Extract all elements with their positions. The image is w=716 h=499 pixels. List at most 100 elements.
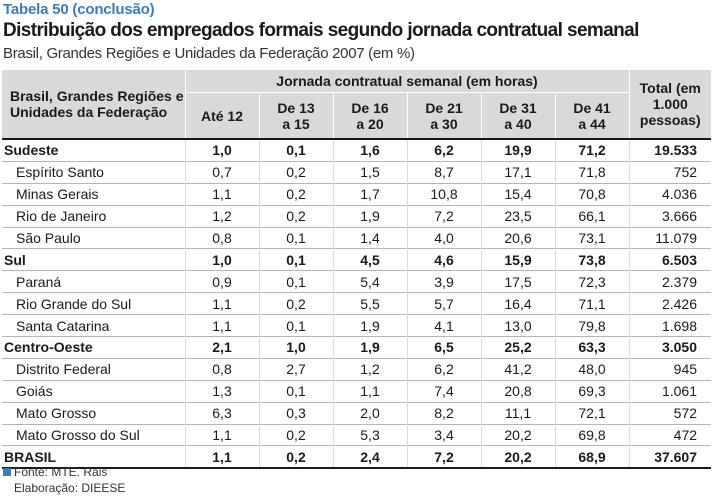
cell-value: 5,4	[332, 270, 407, 293]
column-header-line2: a 15	[282, 115, 310, 132]
table-row: São Paulo 0,8 0,1 1,4 4,0 20,6 73,1 11.079	[2, 226, 712, 249]
column-header-line1: Até 12	[200, 107, 244, 124]
cell-value: 2,4	[332, 445, 407, 470]
cell-value: 72,1	[554, 401, 630, 425]
row-label: Sul	[2, 248, 185, 271]
column-header: De 31 a 40	[480, 92, 555, 139]
cell-value: 4,5	[332, 248, 407, 271]
cell-value: 0,1	[258, 137, 333, 162]
stub-header: Brasil, Grandes Regiões e Unidades da Fe…	[2, 70, 185, 139]
cell-value: 1,1	[184, 423, 259, 446]
cell-value: 73,1	[554, 226, 630, 249]
cell-value: 0,2	[258, 445, 333, 470]
cell-value: 16,4	[480, 292, 555, 315]
cell-value: 71,8	[554, 160, 630, 184]
cell-value: 1,4	[332, 226, 407, 249]
cell-value: 73,8	[554, 248, 630, 271]
column-header-line1: De 41	[573, 99, 611, 116]
cell-value: 0,2	[258, 160, 333, 184]
row-label: Mato Grosso	[2, 401, 185, 425]
table-body: Sudeste 1,0 0,1 1,6 6,2 19,9 71,2 19.533 Espírit…	[2, 137, 712, 470]
table-row: Rio de Janeiro 1,2 0,2 1,9 7,2 23,5 66,1 3.666	[2, 204, 712, 228]
total-header-line1: Total (em	[639, 80, 701, 96]
cell-total: 472	[628, 423, 712, 446]
table-row: Minas Gerais 1,1 0,2 1,7 10,8 15,4 70,8 4.036	[2, 182, 712, 206]
cell-value: 0,1	[258, 314, 333, 337]
row-label: Minas Gerais	[2, 182, 185, 206]
cell-total: 3.050	[628, 336, 712, 359]
cell-value: 19,9	[480, 137, 555, 162]
cell-value: 41,2	[480, 357, 555, 381]
cell-value: 0,2	[258, 292, 333, 315]
stub-header-line1: Brasil, Grandes Regiões e	[10, 88, 184, 104]
cell-value: 48,0	[554, 357, 630, 381]
cell-value: 69,8	[554, 423, 630, 446]
column-header-line2: a 20	[356, 115, 384, 132]
cell-value: 2,0	[332, 401, 407, 425]
cell-value: 4,6	[406, 248, 481, 271]
cell-value: 8,2	[406, 401, 481, 425]
cell-value: 1,9	[332, 314, 407, 337]
cell-value: 20,6	[480, 226, 555, 249]
column-header: De 13 a 15	[258, 92, 333, 139]
row-label: Mato Grosso do Sul	[2, 423, 185, 446]
cell-value: 5,7	[406, 292, 481, 315]
cell-total: 572	[628, 401, 712, 425]
table-row: Espírito Santo 0,7 0,2 1,5 8,7 17,1 71,8 752	[2, 160, 712, 184]
cell-value: 1,0	[184, 137, 259, 162]
table-label: Tabela 50 (conclusão)	[3, 1, 155, 18]
table-row: Rio Grande do Sul 1,1 0,2 5,5 5,7 16,4 71,1 2.4…	[2, 292, 712, 315]
cell-value: 1,6	[332, 137, 407, 162]
cell-total: 37.607	[628, 445, 712, 470]
total-header-line3: pessoas)	[639, 112, 701, 128]
cell-value: 1,1	[184, 292, 259, 315]
cell-value: 1,2	[184, 204, 259, 228]
region-row: Sudeste 1,0 0,1 1,6 6,2 19,9 71,2 19.533	[2, 137, 712, 162]
cell-value: 6,3	[184, 401, 259, 425]
cell-value: 0,1	[258, 270, 333, 293]
cell-value: 4,0	[406, 226, 481, 249]
cell-value: 0,2	[258, 204, 333, 228]
cell-value: 13,0	[480, 314, 555, 337]
row-label: BRASIL	[2, 445, 185, 470]
cell-value: 0,9	[184, 270, 259, 293]
row-label: Santa Catarina	[2, 314, 185, 337]
table-row: Mato Grosso 6,3 0,3 2,0 8,2 11,1 72,1 572	[2, 401, 712, 425]
cell-value: 5,3	[332, 423, 407, 446]
cell-value: 15,9	[480, 248, 555, 271]
cell-value: 68,9	[554, 445, 630, 470]
cell-value: 20,8	[480, 379, 555, 403]
cell-value: 1,1	[184, 182, 259, 206]
stub-header-line2: Unidades da Federação	[10, 104, 168, 120]
cell-value: 1,2	[332, 357, 407, 381]
cell-value: 1,5	[332, 160, 407, 184]
cell-value: 7,4	[406, 379, 481, 403]
cell-value: 70,8	[554, 182, 630, 206]
cell-value: 1,1	[184, 314, 259, 337]
cell-total: 945	[628, 357, 712, 381]
cell-value: 79,8	[554, 314, 630, 337]
column-header: De 41 a 44	[554, 92, 630, 139]
cell-value: 23,5	[480, 204, 555, 228]
data-table: Brasil, Grandes Regiões e Unidades da Fe…	[2, 70, 712, 470]
table-row: Goiás 1,3 0,1 1,1 7,4 20,8 69,3 1.061	[2, 379, 712, 403]
cell-value: 6,2	[406, 357, 481, 381]
cell-value: 63,3	[554, 336, 630, 359]
cell-total: 752	[628, 160, 712, 184]
cell-value: 20,2	[480, 445, 555, 470]
cell-value: 0,8	[184, 357, 259, 381]
total-header-line2: 1.000	[652, 96, 688, 112]
cell-total: 19.533	[628, 137, 712, 162]
table-header: Brasil, Grandes Regiões e Unidades da Fe…	[2, 70, 712, 139]
column-header-line1: De 21	[425, 99, 463, 116]
region-row: BRASIL 1,1 0,2 2,4 7,2 20,2 68,9 37.607	[2, 445, 712, 470]
cell-value: 6,2	[406, 137, 481, 162]
cell-value: 15,4	[480, 182, 555, 206]
column-header-line1: De 13	[277, 99, 315, 116]
cell-value: 0,2	[258, 182, 333, 206]
table-row: Paraná 0,9 0,1 5,4 3,9 17,5 72,3 2.379	[2, 270, 712, 293]
cell-value: 2,1	[184, 336, 259, 359]
cell-value: 8,7	[406, 160, 481, 184]
cell-value: 0,1	[258, 226, 333, 249]
